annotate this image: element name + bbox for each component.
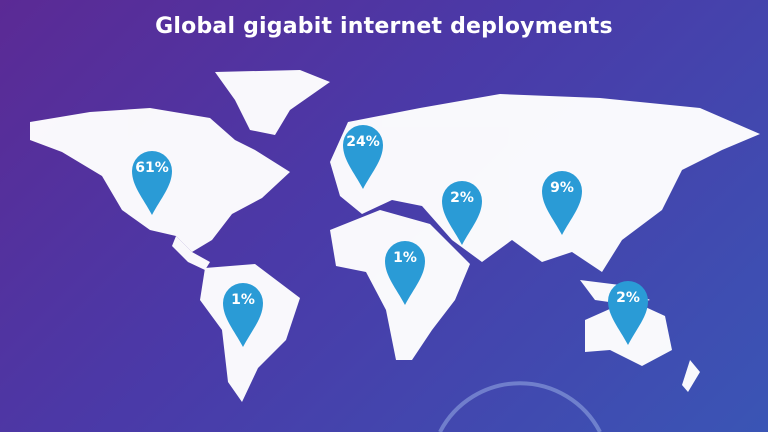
- pin-value: 1%: [393, 250, 417, 266]
- page-title: Global gigabit internet deployments: [155, 14, 613, 39]
- pin-north-america[interactable]: 61%: [131, 150, 173, 216]
- map-pin-icon: [223, 283, 263, 347]
- pin-value: 2%: [616, 290, 640, 306]
- pin-value: 9%: [550, 180, 574, 196]
- land-central-america: [172, 236, 210, 270]
- map-pin-icon: [132, 151, 172, 215]
- pin-value: 2%: [450, 190, 474, 206]
- pin-oceania[interactable]: 2%: [607, 280, 649, 346]
- land-greenland: [215, 70, 330, 135]
- map-pin-icon: [442, 181, 482, 245]
- pin-value: 1%: [231, 292, 255, 308]
- land-new-zealand: [682, 360, 700, 392]
- map-pin-icon: [542, 171, 582, 235]
- map-pin-icon: [385, 241, 425, 305]
- map-pin-icon: [343, 125, 383, 189]
- pin-asia[interactable]: 9%: [541, 170, 583, 236]
- pin-value: 61%: [135, 160, 169, 176]
- pin-value: 24%: [346, 134, 380, 150]
- pin-south-america[interactable]: 1%: [222, 282, 264, 348]
- pin-africa[interactable]: 1%: [384, 240, 426, 306]
- pin-middle-east[interactable]: 2%: [441, 180, 483, 246]
- pin-europe[interactable]: 24%: [342, 124, 384, 190]
- map-pin-icon: [608, 281, 648, 345]
- decorative-ring: [438, 381, 602, 432]
